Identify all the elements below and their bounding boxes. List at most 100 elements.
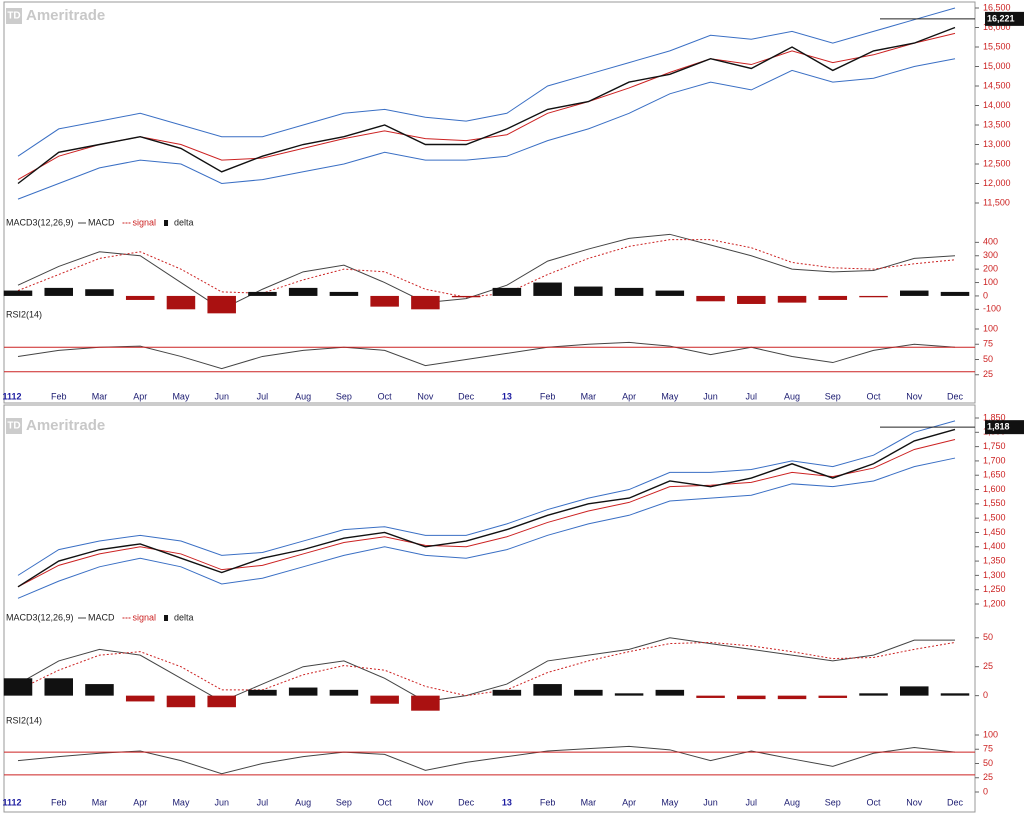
x-tick-label: 1112 (2, 797, 21, 807)
last-value-label: 1,818 (987, 422, 1010, 432)
x-tick-label: Jun (214, 797, 229, 807)
delta-bar (125, 695, 155, 702)
panel-title: RSI2(14) (6, 715, 42, 725)
x-tick-label: Mar (581, 391, 597, 401)
series-line (17, 438, 956, 588)
delta-bar (859, 693, 888, 696)
series-line (17, 58, 956, 200)
y-tick-label: 1,350 (983, 555, 1006, 565)
y-tick-label: 1,850 (983, 412, 1006, 422)
logo-box (6, 418, 22, 434)
last-value-box (985, 420, 1024, 435)
delta-bar (207, 295, 236, 314)
x-tick-label: Jun (703, 797, 718, 807)
series-line (17, 641, 956, 697)
delta-bar (411, 695, 440, 711)
delta-bar (166, 295, 196, 310)
delta-bar (655, 290, 685, 296)
x-tick-label: Aug (784, 797, 800, 807)
x-tick-label: Oct (378, 797, 393, 807)
legend-label: MACD (88, 217, 115, 227)
series-line (17, 457, 956, 599)
y-tick-label: 1,300 (983, 570, 1006, 580)
delta-bar (125, 295, 155, 300)
x-tick-label: Aug (295, 797, 311, 807)
delta-bar (818, 695, 848, 698)
legend-label: delta (174, 612, 194, 622)
series-line (17, 420, 956, 576)
x-tick-label: Jul (746, 797, 758, 807)
x-tick-label: Jul (257, 797, 269, 807)
y-tick-label: 75 (983, 744, 993, 754)
x-tick-label: Oct (867, 391, 882, 401)
x-tick-label: Apr (622, 391, 636, 401)
y-tick-label: 16,000 (983, 22, 1011, 32)
delta-bar (940, 693, 970, 696)
delta-bar (533, 684, 562, 696)
y-tick-label: 1,400 (983, 541, 1006, 551)
y-tick-label: 13,500 (983, 119, 1011, 129)
delta-bar (248, 291, 277, 296)
x-tick-label: Jul (746, 391, 758, 401)
last-value-box (985, 11, 1024, 26)
y-tick-label: 100 (983, 729, 998, 739)
x-tick-label: Feb (51, 391, 67, 401)
watermark: Ameritrade (26, 7, 105, 24)
y-tick-label: 50 (983, 632, 993, 642)
x-tick-label: Mar (581, 797, 597, 807)
y-tick-label: 1,450 (983, 527, 1006, 537)
series-line (17, 26, 956, 185)
y-tick-label: -100 (983, 304, 1001, 314)
y-tick-label: 16,500 (983, 2, 1011, 12)
x-tick-label: Sep (825, 797, 841, 807)
y-tick-label: 100 (983, 323, 998, 333)
series-line (17, 7, 956, 157)
delta-bar (329, 291, 359, 296)
delta-bar (696, 695, 725, 698)
series-line (17, 341, 956, 370)
x-tick-label: Aug (295, 391, 311, 401)
delta-bar (737, 695, 766, 700)
delta-bar (614, 693, 644, 696)
delta-bar (370, 295, 399, 307)
delta-bar (533, 282, 562, 296)
y-tick-label: 0 (983, 786, 988, 796)
y-tick-label: 1,550 (983, 498, 1006, 508)
x-tick-label: Nov (417, 391, 434, 401)
panel-title: MACD3(12,26,9) (6, 612, 74, 622)
y-tick-label: 25 (983, 369, 993, 379)
delta-bar (492, 287, 522, 296)
y-tick-label: 50 (983, 758, 993, 768)
y-tick-label: 1,600 (983, 484, 1006, 494)
logo-box (6, 8, 22, 24)
x-tick-label: Feb (540, 391, 556, 401)
legend-swatch (164, 615, 169, 621)
x-tick-label: Nov (906, 391, 923, 401)
series-line (17, 32, 956, 181)
series-line (17, 637, 955, 702)
x-tick-label: Dec (458, 391, 475, 401)
delta-bar (85, 289, 114, 296)
delta-bar (492, 689, 522, 696)
y-tick-label: 50 (983, 354, 993, 364)
x-tick-label: Dec (947, 797, 964, 807)
y-tick-label: 75 (983, 339, 993, 349)
y-tick-label: 25 (983, 772, 993, 782)
delta-bar (370, 695, 399, 704)
panel-frame (3, 1, 976, 404)
watermark: Ameritrade (26, 417, 105, 434)
x-tick-label: Dec (458, 797, 475, 807)
x-tick-label: Nov (417, 797, 434, 807)
delta-bar (329, 689, 359, 696)
x-tick-label: Mar (92, 391, 108, 401)
x-tick-label: Sep (336, 391, 352, 401)
delta-bar (85, 684, 114, 696)
panel-title: RSI2(14) (6, 309, 42, 319)
y-tick-label: 12,500 (983, 158, 1011, 168)
delta-bar (288, 687, 318, 696)
y-tick-label: 1,650 (983, 470, 1006, 480)
delta-bar (696, 295, 725, 302)
delta-bar (818, 295, 848, 300)
y-tick-label: 0 (983, 690, 988, 700)
delta-bar (900, 686, 929, 696)
